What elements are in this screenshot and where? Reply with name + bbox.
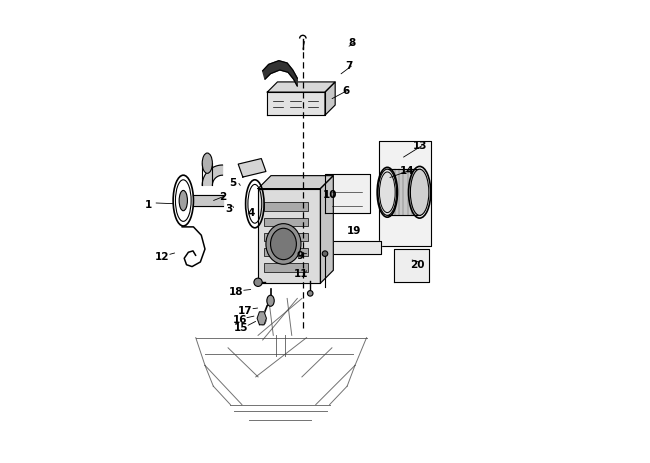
Polygon shape xyxy=(202,165,222,185)
Polygon shape xyxy=(267,82,335,92)
Text: 12: 12 xyxy=(155,252,170,262)
Polygon shape xyxy=(258,188,320,283)
Ellipse shape xyxy=(254,278,262,287)
Polygon shape xyxy=(380,142,431,246)
Text: 19: 19 xyxy=(346,225,361,236)
Ellipse shape xyxy=(410,169,429,215)
Text: 5: 5 xyxy=(229,178,237,188)
Text: 13: 13 xyxy=(412,141,427,151)
Polygon shape xyxy=(325,82,335,115)
Text: 1: 1 xyxy=(145,200,152,210)
Text: 8: 8 xyxy=(348,38,356,48)
Ellipse shape xyxy=(270,228,296,260)
Ellipse shape xyxy=(259,315,266,325)
Text: 18: 18 xyxy=(229,288,244,297)
Text: 20: 20 xyxy=(410,260,424,270)
Ellipse shape xyxy=(378,169,396,215)
Text: 16: 16 xyxy=(232,315,247,325)
Polygon shape xyxy=(320,175,333,283)
Polygon shape xyxy=(238,158,266,177)
Text: 7: 7 xyxy=(345,61,353,71)
Polygon shape xyxy=(320,241,382,254)
Text: 9: 9 xyxy=(296,250,303,261)
Bar xyxy=(264,233,308,241)
Bar xyxy=(264,263,308,272)
Polygon shape xyxy=(395,249,429,282)
Text: 3: 3 xyxy=(226,204,233,214)
Ellipse shape xyxy=(267,295,274,307)
Ellipse shape xyxy=(202,153,213,173)
Ellipse shape xyxy=(179,190,187,211)
Text: 6: 6 xyxy=(342,86,350,96)
Polygon shape xyxy=(325,174,370,213)
Polygon shape xyxy=(267,92,325,115)
Text: 2: 2 xyxy=(219,192,226,202)
Polygon shape xyxy=(263,61,297,86)
Polygon shape xyxy=(258,175,333,188)
Ellipse shape xyxy=(307,291,313,296)
Ellipse shape xyxy=(266,224,301,264)
Polygon shape xyxy=(257,312,266,325)
Ellipse shape xyxy=(322,251,328,257)
Text: 4: 4 xyxy=(248,208,255,218)
Bar xyxy=(264,218,308,226)
Text: 17: 17 xyxy=(239,306,253,316)
Text: 10: 10 xyxy=(322,189,337,200)
Bar xyxy=(264,202,308,211)
Text: 11: 11 xyxy=(294,269,308,279)
Text: 15: 15 xyxy=(234,324,248,333)
Text: 14: 14 xyxy=(400,167,415,176)
Bar xyxy=(264,248,308,257)
